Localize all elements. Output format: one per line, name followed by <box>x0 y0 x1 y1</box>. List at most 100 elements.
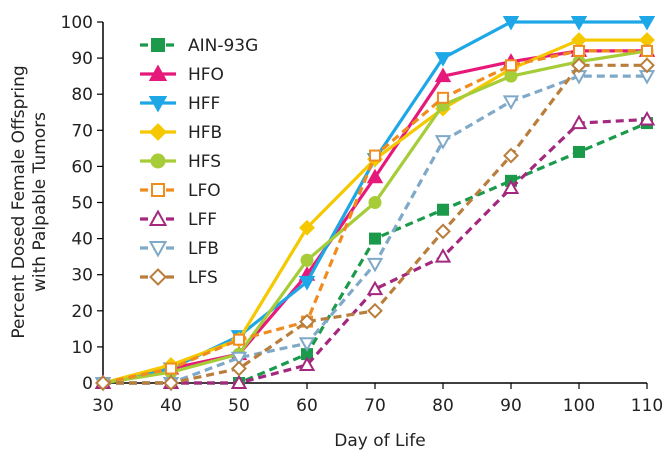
data-point-lfo <box>641 44 653 57</box>
legend-marker-lff <box>148 209 168 226</box>
data-point-lfs <box>503 147 519 164</box>
legend-marker-lfs <box>149 268 167 286</box>
legend-marker-hfs <box>150 153 166 169</box>
data-point-lfs <box>299 313 315 330</box>
legend-entry-hfs: HFS <box>140 152 221 172</box>
y-axis-title-line-1: Percent Dosed Female Offspring <box>9 65 29 338</box>
y-tick-label: 70 <box>71 121 93 141</box>
data-point-lfo <box>369 149 381 162</box>
legend-label-hff: HFF <box>188 94 220 114</box>
series-line-lfb <box>103 74 647 385</box>
y-tick-label: 50 <box>71 194 93 214</box>
x-tick-label: 60 <box>296 396 318 416</box>
data-point-lff <box>434 248 452 263</box>
data-point-lff <box>366 280 384 296</box>
legend-label-lfb: LFB <box>188 239 219 259</box>
series-lfo <box>97 44 653 389</box>
y-tick-label: 100 <box>61 13 93 33</box>
legend-marker-lfo <box>151 183 165 197</box>
y-tick-label: 20 <box>71 302 93 322</box>
data-point-lfs <box>95 375 111 391</box>
legend-entry-ain-93g: AIN-93G <box>140 36 258 56</box>
data-point-hfo <box>434 67 452 83</box>
data-point-hff <box>638 16 656 31</box>
x-tick-label: 30 <box>92 396 114 416</box>
legend-entry-lfb: LFB <box>140 239 219 259</box>
data-point-ain-93g <box>369 232 381 245</box>
series-line-lfo <box>102 49 647 385</box>
legend-marker-hfo <box>148 64 168 81</box>
data-point-lff <box>638 110 656 126</box>
data-point-lfs <box>163 375 179 391</box>
data-point-hfb <box>571 32 587 48</box>
data-point-lfo <box>233 333 245 346</box>
series-layer <box>94 16 656 392</box>
data-point-lfb <box>230 351 248 367</box>
series-line-lfs <box>103 63 647 385</box>
data-point-lfo <box>437 91 449 104</box>
x-tick-label: 80 <box>432 396 454 416</box>
legend-label-hfs: HFS <box>188 152 221 172</box>
data-point-lfb <box>366 257 384 273</box>
data-point-hff <box>502 16 520 31</box>
data-point-hfs <box>300 253 314 267</box>
data-point-hff <box>298 275 316 291</box>
data-point-lfs <box>571 57 587 74</box>
legend-marker-hff <box>148 96 168 113</box>
series-hfs <box>96 44 654 390</box>
data-point-lfb <box>502 95 520 110</box>
data-point-lfs <box>639 57 655 74</box>
data-point-lfo <box>505 59 517 72</box>
legend-entry-lfo: LFO <box>140 181 221 201</box>
y-tick-label: 0 <box>82 374 93 394</box>
y-tick-label: 40 <box>71 230 93 250</box>
data-point-lfs <box>435 223 451 240</box>
legend-marker-ain-93g <box>151 38 165 52</box>
data-point-ain-93g <box>573 145 585 158</box>
data-point-lff <box>570 114 588 130</box>
series-lfb <box>94 70 656 392</box>
data-point-lfo <box>573 44 585 57</box>
legend-marker-hfb <box>149 123 167 141</box>
legend-entry-lfs: LFS <box>140 268 218 288</box>
x-tick-label: 100 <box>563 396 595 416</box>
data-point-lfo <box>165 362 177 375</box>
x-axis-title: Day of Life <box>334 431 425 451</box>
legend-label-hfb: HFB <box>188 123 222 143</box>
legend-label-lff: LFF <box>188 210 217 230</box>
x-tick-label: 90 <box>500 396 522 416</box>
legend: AIN-93G HFO HFF HFB HFS LFO LFF LFB LFS <box>140 36 258 288</box>
series-hfo <box>94 42 656 389</box>
data-point-hfs <box>504 69 518 83</box>
legend-entry-hfb: HFB <box>140 123 222 143</box>
data-point-hfs <box>368 196 382 209</box>
data-point-lfs <box>367 302 383 319</box>
data-point-hff <box>570 16 588 31</box>
data-point-lff <box>298 356 316 371</box>
legend-entry-hfo: HFO <box>140 64 224 85</box>
y-tick-label: 90 <box>71 49 93 69</box>
series-lfs <box>95 57 655 391</box>
legend-label-ain-93g: AIN-93G <box>188 36 258 56</box>
data-point-hff <box>434 52 452 67</box>
x-tick-label: 110 <box>631 396 663 416</box>
x-tick-label: 50 <box>228 396 250 416</box>
series-line-hfs <box>102 49 648 385</box>
data-point-lff <box>502 179 520 195</box>
data-point-lfb <box>434 135 452 150</box>
legend-marker-lfb <box>148 241 168 258</box>
y-axis-title-group: Percent Dosed Female Offspring with Palp… <box>9 65 50 338</box>
data-point-lfb <box>298 337 316 352</box>
legend-label-lfo: LFO <box>188 181 221 201</box>
y-tick-label: 60 <box>71 157 93 177</box>
legend-label-hfo: HFO <box>188 65 224 85</box>
data-point-lfs <box>231 360 247 377</box>
series-line-hfo <box>102 49 647 385</box>
data-point-hfb <box>299 219 315 236</box>
y-axis-title-line-2: with Palpable Tumors <box>30 112 50 292</box>
legend-entry-hff: HFF <box>140 94 220 114</box>
data-point-lff <box>230 374 248 389</box>
y-tick-label: 10 <box>71 338 93 358</box>
data-point-ain-93g <box>437 203 449 216</box>
